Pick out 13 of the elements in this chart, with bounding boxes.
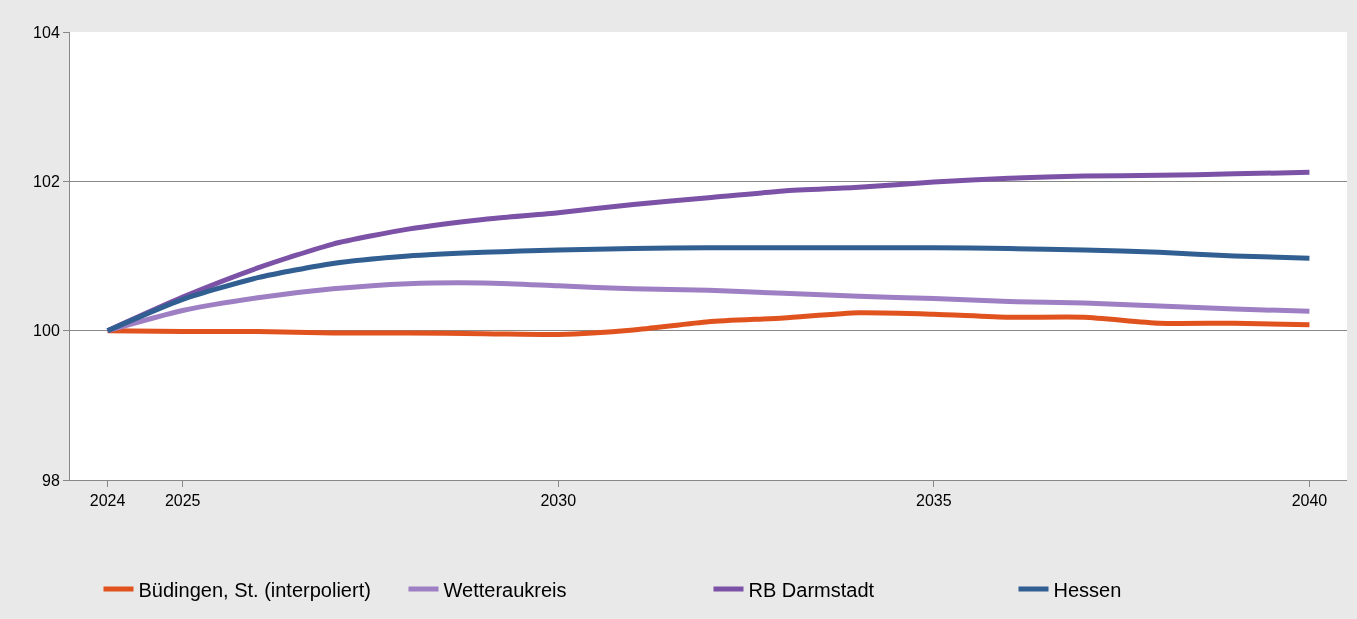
y-tick-label: 98 (42, 471, 60, 489)
x-tick-label: 2030 (540, 492, 577, 510)
y-tick-label: 102 (33, 172, 60, 190)
x-tick-label: 2025 (164, 492, 201, 510)
legend-label: Wetteraukreis (443, 578, 567, 601)
x-tick-label: 2035 (916, 492, 952, 510)
legend-label: Hessen (1053, 578, 1122, 601)
y-tick-label: 104 (33, 23, 60, 41)
x-tick-label: 2040 (1291, 492, 1328, 510)
legend-label: Büdingen, St. (interpoliert) (138, 578, 371, 601)
legend-label: RB Darmstadt (748, 578, 875, 601)
y-tick-label: 100 (33, 322, 60, 340)
x-tick-label: 2024 (89, 492, 126, 510)
